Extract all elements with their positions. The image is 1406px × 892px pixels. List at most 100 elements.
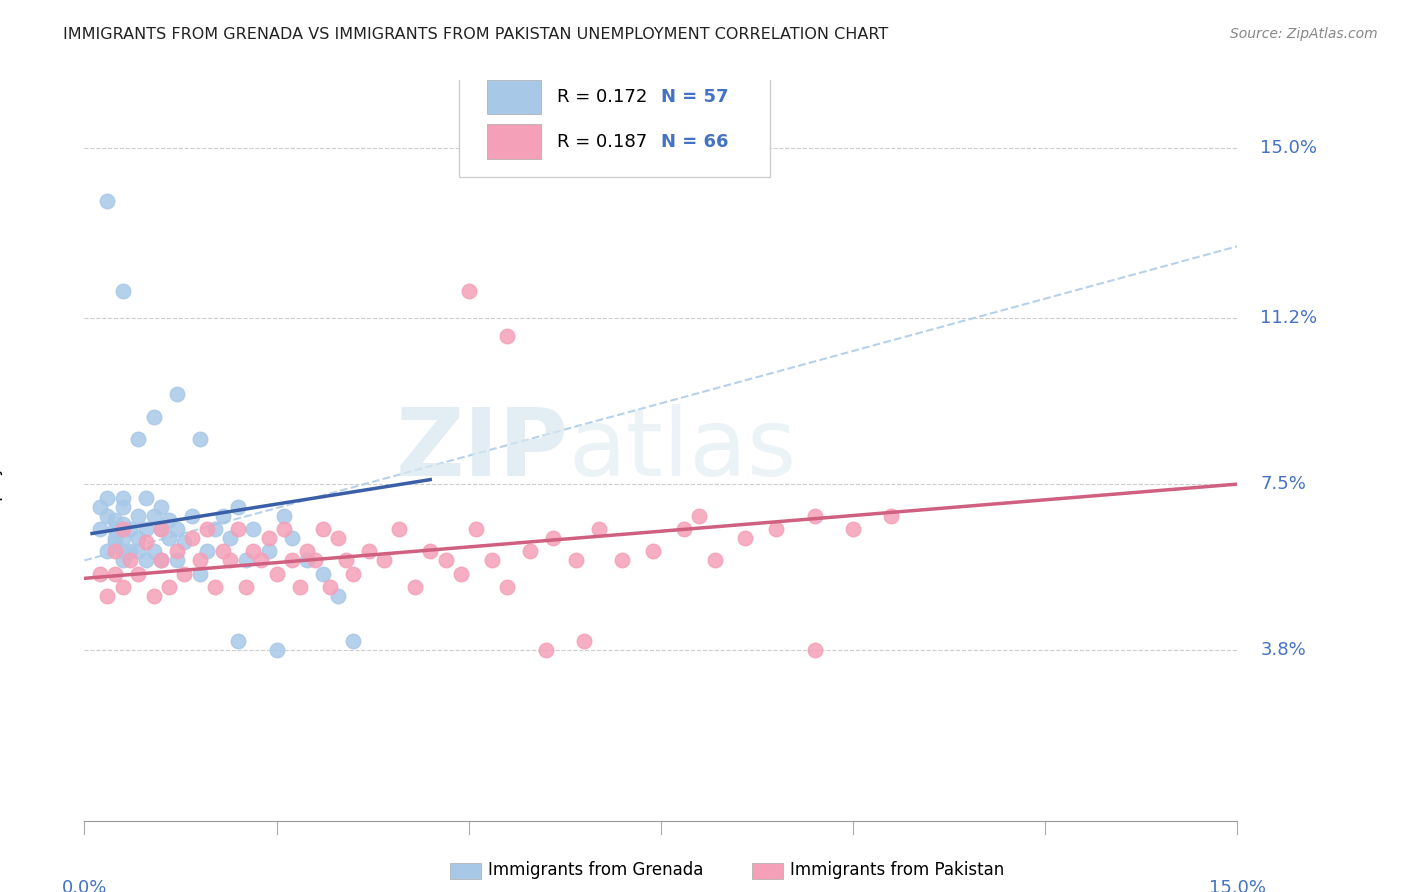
Point — [257, 531, 280, 545]
Point — [96, 194, 118, 209]
Point — [211, 508, 233, 523]
Point — [104, 531, 127, 545]
Point — [204, 580, 226, 594]
Text: ZIP: ZIP — [395, 404, 568, 497]
Point — [297, 544, 319, 558]
Point — [266, 643, 288, 657]
Point — [342, 634, 364, 648]
Point — [242, 522, 264, 536]
Point — [803, 643, 825, 657]
Point — [188, 566, 211, 581]
Point — [173, 566, 195, 581]
Point — [135, 535, 157, 549]
Point — [281, 531, 304, 545]
Point — [120, 522, 142, 536]
Point — [235, 553, 257, 567]
Point — [111, 491, 134, 505]
Point — [96, 544, 118, 558]
Point — [120, 553, 142, 567]
Point — [142, 544, 165, 558]
Point — [496, 580, 519, 594]
Point — [127, 544, 149, 558]
Point — [219, 553, 242, 567]
Point — [273, 508, 295, 523]
Point — [181, 531, 204, 545]
Point — [519, 544, 541, 558]
Point — [111, 544, 134, 558]
Point — [541, 531, 564, 545]
Point — [195, 522, 218, 536]
Point — [765, 522, 787, 536]
Point — [304, 553, 326, 567]
Point — [150, 500, 173, 514]
Point — [150, 553, 173, 567]
Point — [419, 544, 441, 558]
Point — [450, 566, 472, 581]
Point — [89, 522, 111, 536]
Point — [266, 566, 288, 581]
Point — [150, 553, 173, 567]
Point — [226, 634, 249, 648]
Point — [204, 522, 226, 536]
Point — [688, 508, 710, 523]
Point — [588, 522, 610, 536]
Point — [188, 553, 211, 567]
Point — [612, 553, 634, 567]
Point — [496, 329, 519, 343]
Point — [357, 544, 380, 558]
Point — [211, 544, 233, 558]
Point — [111, 531, 134, 545]
Point — [250, 553, 273, 567]
FancyBboxPatch shape — [486, 79, 541, 114]
Point — [173, 535, 195, 549]
Point — [96, 491, 118, 505]
Text: 7.5%: 7.5% — [1260, 475, 1306, 493]
Point — [803, 508, 825, 523]
Point — [142, 589, 165, 603]
Point — [672, 522, 695, 536]
FancyBboxPatch shape — [486, 124, 541, 159]
Point — [127, 531, 149, 545]
Point — [111, 553, 134, 567]
Point — [242, 544, 264, 558]
Text: Source: ZipAtlas.com: Source: ZipAtlas.com — [1230, 27, 1378, 41]
Text: 15.0%: 15.0% — [1260, 138, 1317, 157]
Point — [111, 284, 134, 298]
Point — [104, 513, 127, 527]
Point — [135, 553, 157, 567]
Point — [96, 508, 118, 523]
Point — [226, 500, 249, 514]
Point — [534, 643, 557, 657]
Point — [111, 500, 134, 514]
FancyBboxPatch shape — [460, 58, 770, 177]
Point — [150, 522, 173, 536]
Point — [104, 535, 127, 549]
Point — [273, 522, 295, 536]
Point — [157, 580, 180, 594]
Point — [135, 491, 157, 505]
Point — [127, 508, 149, 523]
Point — [157, 513, 180, 527]
Point — [297, 553, 319, 567]
Point — [127, 432, 149, 446]
Point — [319, 580, 342, 594]
Point — [404, 580, 426, 594]
Text: 11.2%: 11.2% — [1260, 310, 1317, 327]
Point — [311, 522, 333, 536]
Text: atlas: atlas — [568, 404, 797, 497]
Point — [166, 553, 188, 567]
Point — [565, 553, 588, 567]
Point — [150, 522, 173, 536]
Point — [135, 522, 157, 536]
Point — [842, 522, 865, 536]
Point — [142, 508, 165, 523]
Point — [111, 580, 134, 594]
Text: Immigrants from Pakistan: Immigrants from Pakistan — [790, 861, 1004, 879]
Point — [342, 566, 364, 581]
Point — [104, 544, 127, 558]
Point — [257, 544, 280, 558]
Point — [481, 553, 503, 567]
Point — [157, 531, 180, 545]
Point — [226, 522, 249, 536]
Point — [326, 531, 349, 545]
